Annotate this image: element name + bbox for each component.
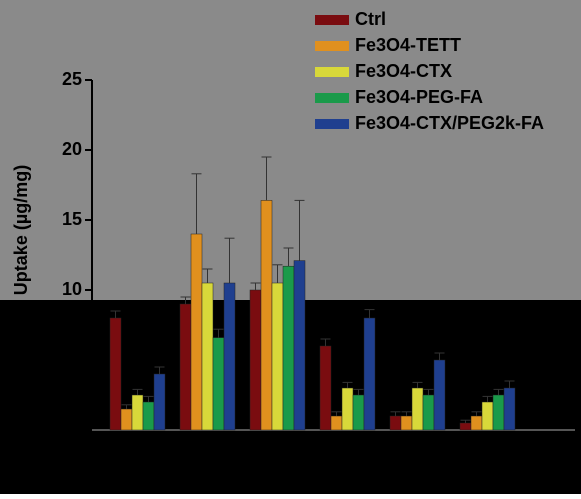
bar	[330, 415, 343, 431]
bar	[190, 233, 203, 431]
legend-label: Fe3O4-CTX	[355, 61, 452, 81]
bar	[260, 200, 273, 431]
legend-label: Ctrl	[355, 9, 386, 29]
legend-swatch	[315, 67, 349, 77]
y-tick-label: 25	[62, 69, 82, 89]
bar	[492, 394, 505, 431]
legend-swatch	[315, 93, 349, 103]
bar	[201, 282, 214, 431]
legend-label: Fe3O4-CTX/PEG2k-FA	[355, 113, 544, 133]
bar	[179, 303, 192, 431]
bar	[212, 337, 225, 431]
bar	[363, 317, 376, 431]
y-tick-label: 10	[62, 279, 82, 299]
bar	[223, 282, 236, 431]
legend-swatch	[315, 15, 349, 25]
y-tick-label: 20	[62, 139, 82, 159]
bar	[120, 408, 133, 431]
bar	[422, 394, 435, 431]
bar	[433, 359, 446, 431]
legend-label: Fe3O4-TETT	[355, 35, 461, 55]
bar	[293, 260, 306, 431]
legend-swatch	[315, 119, 349, 129]
bar	[411, 387, 424, 431]
bar	[319, 345, 332, 431]
y-tick-label: 15	[62, 209, 82, 229]
legend-swatch	[315, 41, 349, 51]
bar	[153, 373, 166, 431]
bar	[131, 394, 144, 431]
bar	[109, 317, 122, 431]
y-tick-label: 0	[72, 419, 82, 439]
legend-label: Fe3O4-PEG-FA	[355, 87, 483, 107]
bar	[459, 422, 472, 431]
y-tick-label: 5	[72, 349, 82, 369]
bar	[282, 265, 295, 431]
bar	[352, 394, 365, 431]
bar	[400, 415, 413, 431]
bar	[470, 415, 483, 431]
bar	[142, 401, 155, 431]
bar	[389, 415, 402, 431]
bar	[249, 289, 262, 431]
y-axis-label: Uptake (µg/mg)	[11, 165, 31, 295]
bar	[481, 401, 494, 431]
bar	[503, 387, 516, 431]
bar	[271, 282, 284, 431]
bar	[341, 387, 354, 431]
